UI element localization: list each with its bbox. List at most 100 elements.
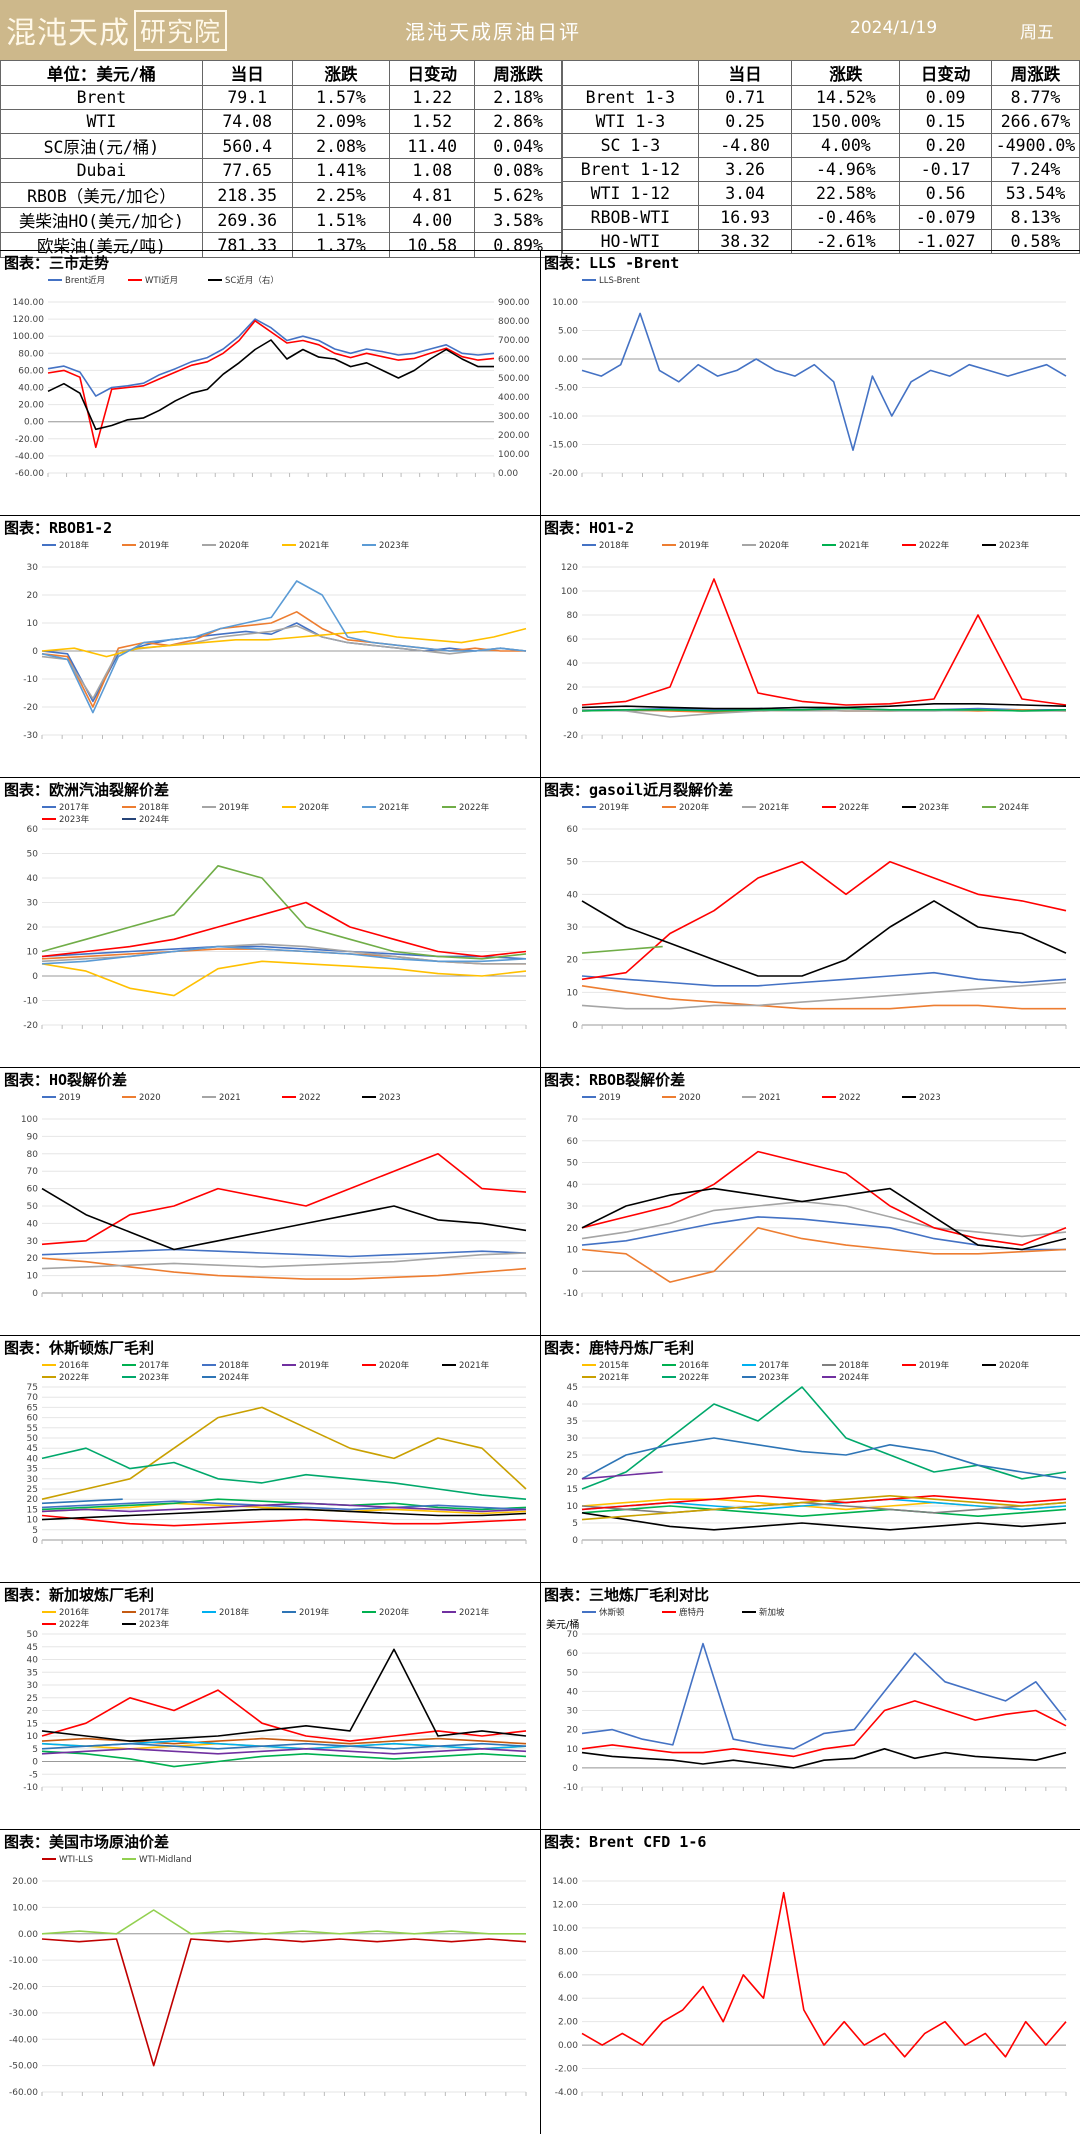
y-tick-label: 20 [27, 923, 39, 933]
report-weekday: 周五 [1020, 23, 1054, 43]
y-tick-label: -10 [563, 1783, 578, 1793]
table-cell: 38.32 [697, 229, 793, 254]
chart-title: 图表：美国市场原油价差 [4, 1833, 170, 1851]
chart-14: 14.00 12.00 10.00 8.00 6.00 4.00 2.00 0.00 -2.00… [552, 1877, 1067, 2098]
series-line [41, 1447, 527, 1500]
table-row: RBOB（美元/加仑） 218.35 2.25% 4.81 5.62% [0, 182, 562, 208]
legend-label: Brent近月 [65, 275, 105, 286]
series-line [41, 1508, 527, 1521]
y-axis-label: 美元/桶 [546, 1618, 579, 1631]
y-tick-label: 0 [32, 1536, 38, 1546]
y-tick-label: 10 [27, 1732, 39, 1742]
legend-label: 2018年 [59, 540, 90, 551]
y-tick-label: 30 [567, 1707, 579, 1717]
legend-label: 2018年 [139, 802, 170, 813]
table-cell: 1.08 [389, 158, 476, 183]
brand-logo: 混沌天成 研究院 [6, 8, 228, 52]
y-tick-label: -40.00 [9, 2035, 38, 2045]
y-tick-label: -20.00 [549, 469, 578, 479]
legend-label: 鹿特丹 [679, 1607, 705, 1618]
table-cell: 0.71 [697, 85, 793, 110]
y2-tick-label: 500.00 [498, 374, 530, 384]
y-tick-label: -20 [23, 703, 38, 713]
chart-title: 图表：三市走势 [4, 254, 110, 272]
table-cell: 3.26 [697, 157, 793, 182]
y-tick-label: 0.00 [24, 418, 44, 428]
legend-label: 2022 [839, 1093, 861, 1103]
series-line [581, 1471, 663, 1480]
series-line [581, 1386, 1067, 1490]
y-tick-label: -10 [23, 997, 38, 1007]
legend-label: 2023年 [759, 1372, 790, 1383]
chart-2: 10.00 5.00 0.00 -5.00 -10.00 -15.00 -20.00 LLS-… [549, 276, 1067, 479]
series-line [41, 1748, 527, 1755]
series-line [41, 1153, 527, 1246]
y-tick-label: 45 [27, 1444, 38, 1454]
y-tick-label: 30 [567, 1202, 579, 1212]
y-tick-label: 10 [567, 1246, 579, 1256]
y-tick-label: 10 [567, 1745, 579, 1755]
series-line [581, 860, 1067, 981]
y-tick-label: 45 [27, 1643, 38, 1653]
legend-label: 2016年 [59, 1607, 90, 1618]
series-line [41, 625, 527, 700]
y-tick-label: 20 [27, 1707, 39, 1717]
legend-label: 2021年 [459, 1607, 490, 1618]
y-tick-label: 0 [572, 1536, 578, 1546]
table-row: Brent 1-3 0.71 14.52% 0.09 8.77% [562, 85, 1080, 110]
y-tick-label: 25 [27, 1485, 38, 1495]
legend-label: 2022年 [919, 540, 950, 551]
y-tick-label: 60 [567, 1649, 579, 1659]
y-tick-label: -4.00 [555, 2088, 579, 2098]
series-line [41, 1498, 527, 1511]
table-cell: 2.18% [474, 85, 562, 110]
y-tick-label: 40 [27, 1656, 39, 1666]
legend-label: 2022年 [459, 802, 490, 813]
logo-text: 混沌天成 [6, 16, 130, 51]
row-label: RBOB-WTI [562, 205, 699, 230]
series-line [581, 1437, 1067, 1480]
legend-label: 2024年 [139, 814, 170, 825]
legend-label: 2020 [139, 1093, 161, 1103]
y-tick-label: 10.00 [552, 298, 578, 308]
y2-tick-label: 400.00 [498, 393, 530, 403]
y-tick-label: 5.00 [558, 327, 578, 337]
row-label: SC原油(元/桶) [0, 133, 203, 159]
y-tick-label: 50 [27, 1202, 39, 1212]
col-header: 涨跌 [791, 60, 901, 86]
table-row: RBOB-WTI 16.93 -0.46% -0.079 8.13% [562, 205, 1080, 230]
series-line [41, 1648, 527, 1742]
y-tick-label: -20.00 [9, 1983, 38, 1993]
y-tick-label: 40 [27, 1219, 39, 1229]
table-cell: 150.00% [791, 109, 901, 134]
series-line [581, 985, 1066, 1010]
table-cell: -4.80 [697, 133, 793, 158]
table-cell: 0.58% [991, 229, 1080, 254]
spread-table: 当日 涨跌 日变动 周涨跌 Brent 1-3 0.71 14.52% 0.09 8.7… [562, 60, 1080, 254]
legend-label: 2019年 [139, 540, 170, 551]
legend-label: 2022 [299, 1093, 321, 1103]
y-tick-label: 30 [27, 1237, 39, 1247]
chart-title: 图表：RBOB1-2 [4, 519, 113, 537]
chart-3: 30 20 10 0 -10 -20 -30 2018年 2019年 2020年 2021年 2023… [23, 540, 527, 741]
col-header: 日变动 [899, 60, 993, 86]
y-tick-label: 0.00 [558, 355, 578, 365]
logo-boxed-text: 研究院 [134, 9, 228, 51]
series-line [41, 1938, 527, 2067]
row-label: Dubai [0, 158, 203, 183]
table-cell: 2.08% [291, 133, 391, 159]
table-cell: 4.81 [389, 182, 476, 208]
legend-label: 2019年 [219, 802, 250, 813]
y-tick-label: -10 [23, 1783, 38, 1793]
series-line [41, 1500, 527, 1511]
y-tick-label: 60 [27, 825, 39, 835]
col-header [562, 60, 699, 86]
y-tick-label: 10 [27, 1272, 39, 1282]
chart-8: 70 60 50 40 30 20 10 0 -10 2019 2020 2021 2022 2023 [563, 1093, 1067, 1299]
series-line [581, 703, 1067, 710]
series-line [581, 578, 1067, 706]
table-cell: 11.40 [389, 133, 476, 159]
series-line [41, 865, 527, 960]
chart-title: 图表：LLS -Brent [544, 254, 680, 272]
